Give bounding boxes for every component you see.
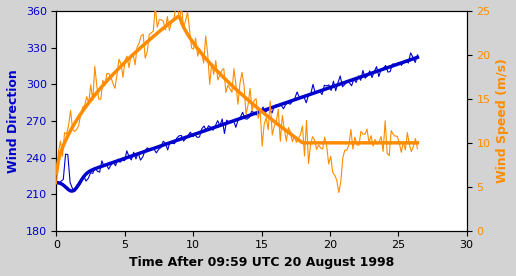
Y-axis label: Wind Speed (m/s): Wind Speed (m/s) [496,59,509,183]
X-axis label: Time After 09:59 UTC 20 August 1998: Time After 09:59 UTC 20 August 1998 [129,256,394,269]
Y-axis label: Wind Direction: Wind Direction [7,69,20,173]
